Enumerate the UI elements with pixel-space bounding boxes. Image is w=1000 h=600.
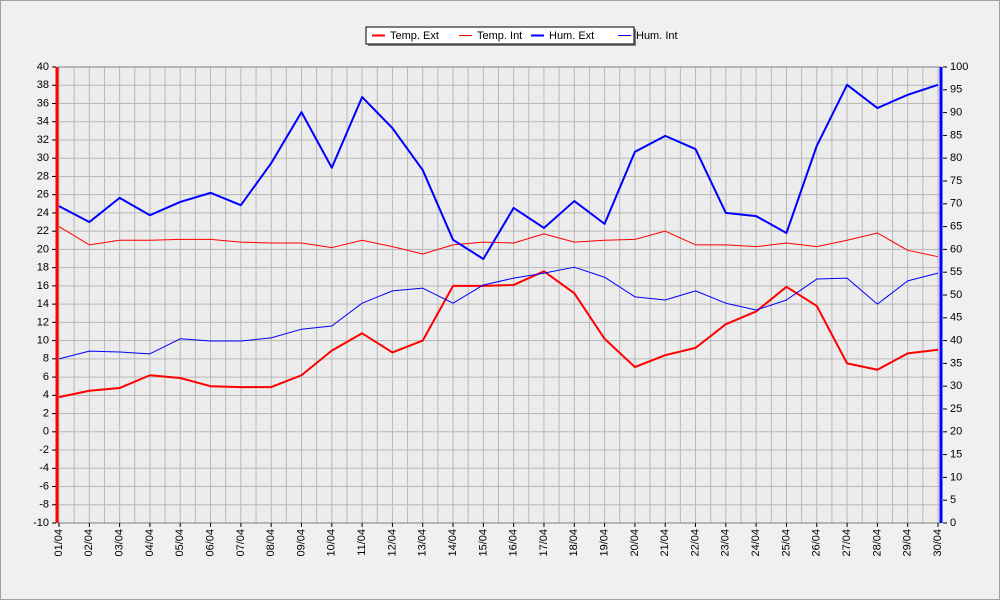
y2-tick-label: 80 — [950, 152, 962, 164]
y-tick-label: 8 — [43, 353, 49, 365]
x-tick-label: 20/04 — [629, 529, 641, 557]
y2-tick-label: 70 — [950, 198, 962, 210]
y2-tick-label: 55 — [950, 266, 962, 278]
y-tick-label: 26 — [37, 189, 49, 201]
y-tick-label: 20 — [37, 243, 49, 255]
x-tick-label: 27/04 — [841, 529, 853, 557]
x-tick-label: 08/04 — [265, 529, 277, 557]
y-tick-label: -10 — [33, 517, 49, 529]
x-tick-label: 14/04 — [447, 529, 459, 557]
y2-tick-label: 35 — [950, 357, 962, 369]
x-tick-label: 10/04 — [326, 529, 338, 557]
x-tick-label: 01/04 — [53, 529, 65, 557]
x-tick-label: 22/04 — [689, 529, 701, 557]
y2-tick-label: 5 — [950, 494, 956, 506]
y2-tick-label: 0 — [950, 517, 956, 529]
legend-label: Temp. Ext — [390, 30, 439, 42]
x-tick-label: 29/04 — [902, 529, 914, 557]
x-tick-label: 21/04 — [659, 529, 671, 557]
x-tick-label: 05/04 — [174, 529, 186, 557]
y-tick-label: 34 — [37, 116, 49, 128]
y2-tick-label: 95 — [950, 84, 962, 96]
x-tick-label: 19/04 — [598, 529, 610, 557]
y-tick-label: 40 — [37, 61, 49, 73]
x-tick-label: 28/04 — [871, 529, 883, 557]
series-line — [58, 266, 939, 360]
y-tick-label: -4 — [39, 462, 49, 474]
y2-tick-label: 50 — [950, 289, 962, 301]
y2-tick-label: 90 — [950, 107, 962, 119]
x-tick-label: 03/04 — [114, 529, 126, 557]
x-tick-label: 18/04 — [568, 529, 580, 557]
series-line — [58, 226, 939, 258]
y2-tick-label: 10 — [950, 471, 962, 483]
legend-label: Hum. Ext — [549, 30, 594, 42]
y2-tick-label: 40 — [950, 335, 962, 347]
y-tick-label: 24 — [37, 207, 49, 219]
legend — [365, 26, 635, 45]
legend-label: Hum. Int — [636, 30, 678, 42]
y2-tick-label: 20 — [950, 426, 962, 438]
x-tick-label: 11/04 — [356, 529, 368, 556]
y-tick-label: 10 — [37, 335, 49, 347]
y-tick-label: -2 — [39, 444, 49, 456]
y-tick-label: 14 — [37, 298, 49, 310]
y2-tick-label: 25 — [950, 403, 962, 415]
x-tick-label: 07/04 — [235, 529, 247, 557]
series-line — [58, 270, 939, 399]
x-tick-label: 26/04 — [811, 529, 823, 557]
x-tick-label: 17/04 — [538, 529, 550, 557]
y-tick-label: -6 — [39, 480, 49, 492]
y2-tick-label: 60 — [950, 243, 962, 255]
y-tick-label: 30 — [37, 152, 49, 164]
x-tick-label: 30/04 — [932, 529, 944, 557]
x-tick-label: 24/04 — [750, 529, 762, 557]
y-tick-label: 22 — [37, 225, 49, 237]
x-tick-label: 04/04 — [144, 529, 156, 557]
y-tick-label: 28 — [37, 170, 49, 182]
x-tick-label: 15/04 — [477, 529, 489, 557]
x-tick-label: 09/04 — [295, 529, 307, 557]
series-line — [58, 83, 939, 260]
y-tick-label: 6 — [43, 371, 49, 383]
y-tick-label: 12 — [37, 316, 49, 328]
x-tick-label: 23/04 — [720, 529, 732, 557]
x-tick-label: 13/04 — [417, 529, 429, 557]
y2-tick-label: 100 — [950, 61, 968, 73]
y2-tick-label: 30 — [950, 380, 962, 392]
y2-tick-label: 85 — [950, 129, 962, 141]
y2-tick-label: 75 — [950, 175, 962, 187]
y-tick-label: 2 — [43, 407, 49, 419]
y-tick-label: 32 — [37, 134, 49, 146]
y-tick-label: 38 — [37, 79, 49, 91]
x-tick-label: 02/04 — [83, 529, 95, 557]
y-tick-label: -8 — [39, 499, 49, 511]
y2-tick-label: 65 — [950, 221, 962, 233]
y-tick-label: 0 — [43, 426, 49, 438]
x-tick-label: 06/04 — [204, 529, 216, 557]
x-tick-label: 16/04 — [508, 529, 520, 557]
x-tick-label: 12/04 — [386, 529, 398, 557]
y-tick-label: 18 — [37, 262, 49, 274]
y-tick-label: 4 — [43, 389, 49, 401]
x-tick-label: 25/04 — [780, 529, 792, 557]
legend-label: Temp. Int — [477, 30, 522, 42]
y2-tick-label: 15 — [950, 449, 962, 461]
y-tick-label: 36 — [37, 97, 49, 109]
y-tick-label: 16 — [37, 280, 49, 292]
y2-tick-label: 45 — [950, 312, 962, 324]
